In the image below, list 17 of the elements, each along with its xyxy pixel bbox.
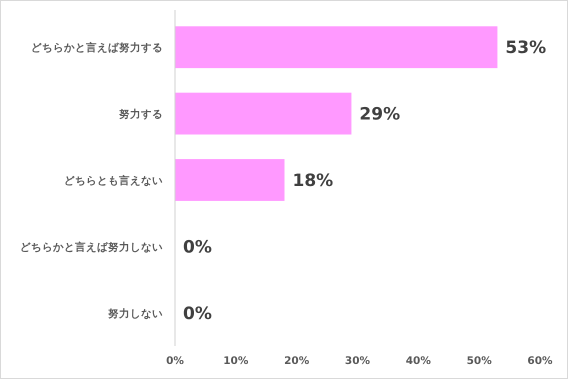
data-label: 29%: [359, 104, 400, 125]
y-tick-label: どちらかと言えば努力する: [31, 41, 163, 54]
x-tick-label: 50%: [466, 355, 492, 367]
y-tick-label: 努力しない: [108, 306, 163, 320]
x-tick-label: 20%: [284, 355, 310, 367]
data-label: 0%: [183, 237, 212, 258]
x-tick-label: 30%: [344, 355, 371, 367]
x-tick-label: 0%: [166, 355, 184, 367]
data-label: 18%: [292, 171, 334, 191]
y-tick-label: 努力する: [119, 108, 163, 121]
data-label: 53%: [505, 38, 546, 58]
y-tick-label: どちらとも言えない: [64, 174, 163, 187]
x-tick-label: 40%: [406, 355, 432, 367]
x-tick-label: 10%: [223, 355, 249, 367]
data-label: 0%: [183, 304, 212, 324]
x-tick-label: 60%: [527, 355, 554, 367]
y-tick-label: どちらかと言えば努力しない: [20, 240, 163, 254]
